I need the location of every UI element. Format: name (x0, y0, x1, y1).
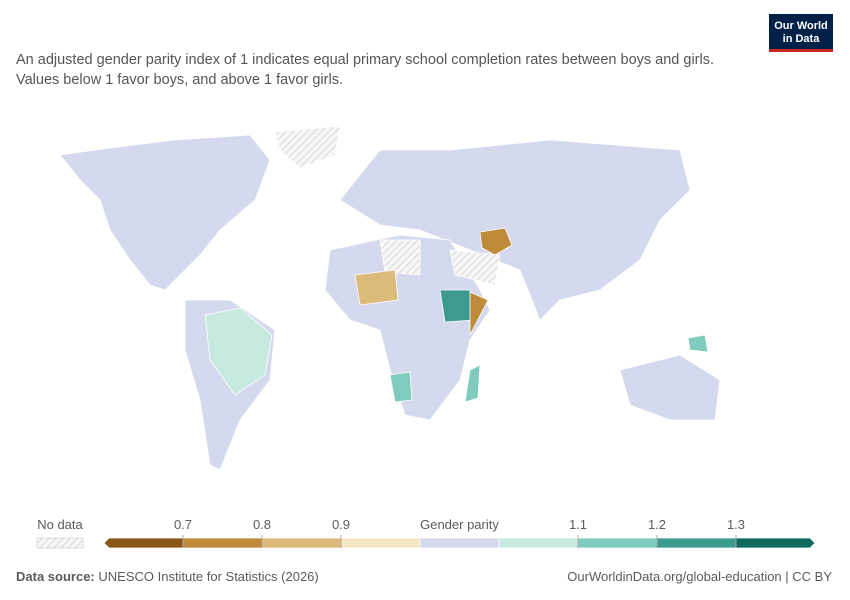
legend-tick-label: 1.3 (727, 517, 745, 532)
legend-swatch (182, 537, 263, 549)
legend-swatch (656, 537, 737, 549)
madagascar[interactable] (464, 364, 481, 403)
source: Data source: UNESCO Institute for Statis… (16, 569, 319, 584)
no-data-swatch (36, 537, 84, 549)
legend-swatch (498, 537, 579, 549)
arabia[interactable] (449, 249, 501, 286)
legend-swatch (735, 537, 816, 549)
legend-tick-label: 0.8 (253, 517, 271, 532)
legend-tick-label: 1.2 (648, 517, 666, 532)
north-america[interactable] (59, 134, 271, 291)
legend-swatch (577, 537, 658, 549)
legend-swatch (103, 537, 184, 549)
papua-new-guinea[interactable] (687, 334, 709, 353)
land (59, 125, 721, 471)
legend-label: Gender parity (420, 517, 499, 532)
no-data-label: No data (37, 517, 83, 532)
namibia[interactable] (389, 371, 413, 403)
source-text: UNESCO Institute for Statistics (2026) (98, 569, 319, 584)
source-label: Data source: (16, 569, 95, 584)
sahel[interactable] (354, 269, 399, 306)
brazil[interactable] (204, 307, 273, 396)
legend-swatch (419, 537, 500, 549)
legend-tick-label: 0.7 (174, 517, 192, 532)
legend-tick-label: 1.1 (569, 517, 587, 532)
legend-swatch (340, 537, 421, 549)
libya[interactable] (379, 239, 421, 276)
somalia[interactable] (469, 291, 489, 336)
subtitle: An adjusted gender parity index of 1 ind… (16, 52, 715, 88)
footer-link[interactable]: OurWorldinData.org/global-education | CC… (567, 569, 832, 584)
legend-swatch (261, 537, 342, 549)
australia[interactable] (619, 354, 721, 421)
legend-tick-label: 0.9 (332, 517, 350, 532)
afghanistan[interactable] (479, 227, 513, 256)
logo[interactable]: Our World in Data (769, 14, 833, 52)
greenland[interactable] (274, 125, 341, 169)
legend: No data 0.7 0.8 0.9 Gender parity 1.1 1.2 1.3 (36, 517, 816, 549)
